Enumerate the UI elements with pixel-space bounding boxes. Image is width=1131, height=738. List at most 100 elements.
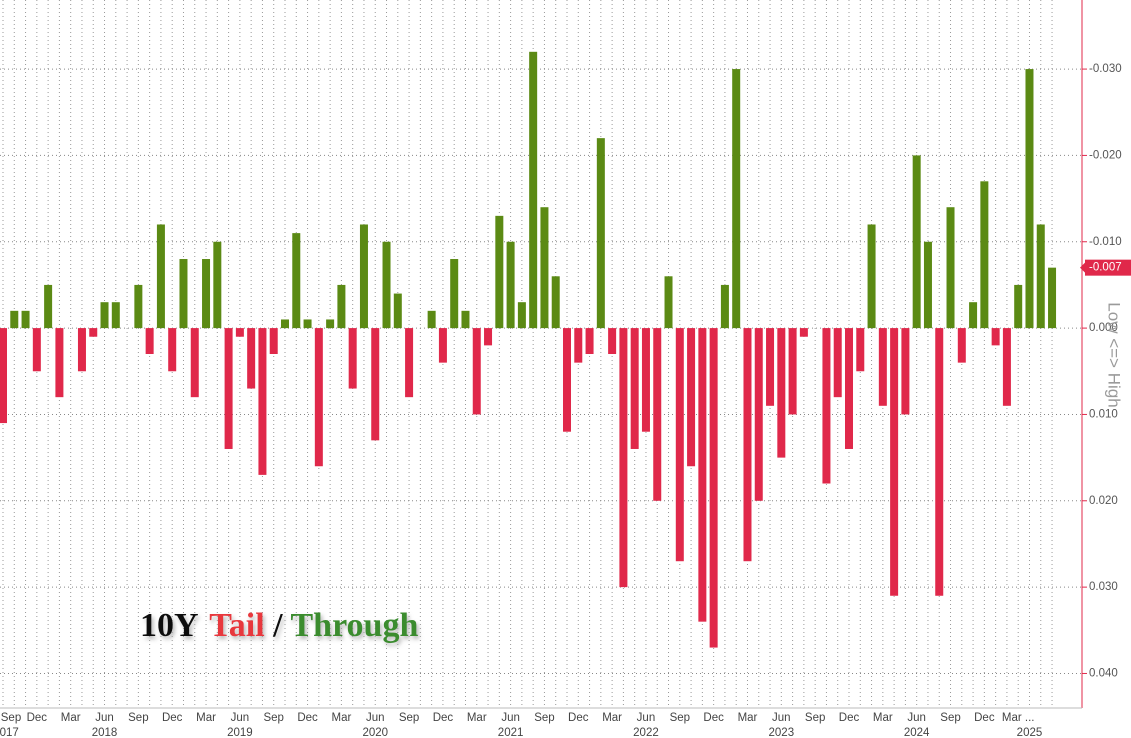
bar xyxy=(529,51,538,329)
legend-entry: Tail xyxy=(209,607,264,644)
bar xyxy=(10,310,19,329)
bar xyxy=(585,328,594,354)
y-tick-label: 0.040 xyxy=(1089,667,1118,679)
bar xyxy=(698,328,707,622)
bar xyxy=(156,224,165,329)
bar xyxy=(867,224,876,329)
x-year-label: 2023 xyxy=(769,727,795,738)
x-year-label: 2021 xyxy=(498,727,524,738)
x-tick-label: Jun xyxy=(95,712,114,724)
x-tick-label: Mar xyxy=(331,712,351,724)
bar xyxy=(946,207,955,329)
bar xyxy=(202,259,211,329)
x-tick-label: Jun xyxy=(907,712,926,724)
bar xyxy=(732,69,741,329)
bar xyxy=(540,207,549,329)
y-tick-label: 0.010 xyxy=(1089,408,1118,420)
bar xyxy=(337,284,346,329)
bar xyxy=(213,241,222,329)
bar xyxy=(359,224,368,329)
x-tick-label: Mar xyxy=(196,712,216,724)
bar xyxy=(32,328,41,372)
bar xyxy=(1036,224,1045,329)
bar xyxy=(100,302,109,329)
bar xyxy=(382,241,391,329)
bar xyxy=(21,310,30,329)
x-tick-label: Mar xyxy=(61,712,81,724)
bar xyxy=(44,284,53,329)
bar xyxy=(743,328,752,562)
bar xyxy=(495,215,504,329)
bar xyxy=(258,328,267,475)
x-tick-label: Sep xyxy=(670,712,690,724)
bar xyxy=(856,328,865,372)
bar xyxy=(675,328,684,562)
x-tick-label: Mar xyxy=(602,712,622,724)
bar xyxy=(923,241,932,329)
grid xyxy=(0,0,1082,708)
bar xyxy=(450,259,459,329)
bar xyxy=(371,328,380,441)
y-tick-label: 0.020 xyxy=(1089,495,1118,507)
bar xyxy=(0,328,7,424)
x-tick-label: Dec xyxy=(568,712,589,724)
bar xyxy=(89,328,98,337)
bar xyxy=(269,328,278,354)
x-tick-label: Jun xyxy=(231,712,250,724)
y-tick-label: -0.030 xyxy=(1089,63,1122,75)
legend: 10Y Tail / Through xyxy=(140,607,418,644)
bar xyxy=(506,241,515,329)
bar xyxy=(1048,267,1057,329)
x-tick-label: Jun xyxy=(366,712,385,724)
bar xyxy=(292,233,301,329)
bar xyxy=(461,310,470,329)
x-tick-label: Jun xyxy=(772,712,791,724)
bar xyxy=(393,293,402,329)
bar xyxy=(303,319,312,329)
bar xyxy=(799,328,808,337)
bar xyxy=(326,319,335,329)
x-tick-label: Sep xyxy=(805,712,825,724)
bar xyxy=(224,328,233,449)
bar xyxy=(168,328,177,372)
bar xyxy=(281,319,289,329)
bar xyxy=(235,328,244,337)
bar xyxy=(472,328,481,415)
bar xyxy=(427,310,436,329)
bar xyxy=(551,276,560,329)
x-tick-label: Sep xyxy=(1,712,21,724)
bar xyxy=(55,328,64,398)
x-tick-label: Mar xyxy=(873,712,893,724)
legend-separator: / xyxy=(272,607,283,644)
x-year-label: 2018 xyxy=(92,727,118,738)
bar xyxy=(766,328,775,406)
bar xyxy=(788,328,797,415)
bar xyxy=(935,328,944,596)
x-year-label: 2020 xyxy=(362,727,388,738)
x-year-label: 2025 xyxy=(1017,727,1043,738)
y-tick-label: 0.030 xyxy=(1089,581,1118,593)
bar xyxy=(664,276,673,329)
bar xyxy=(890,328,899,596)
bar xyxy=(754,328,763,501)
x-year-label: 2017 xyxy=(0,727,19,738)
bar xyxy=(901,328,910,415)
bar xyxy=(574,328,583,363)
x-tick-label: Dec xyxy=(162,712,183,724)
last-value-pointer xyxy=(1080,262,1085,273)
x-tick-label: Sep xyxy=(128,712,148,724)
bar xyxy=(405,328,414,398)
bar xyxy=(912,155,921,329)
bar xyxy=(247,328,256,389)
bar xyxy=(709,328,718,648)
y-tick-label: 0.000 xyxy=(1089,322,1118,334)
bar xyxy=(190,328,199,398)
x-year-label: 2022 xyxy=(633,727,659,738)
bar xyxy=(517,302,526,329)
bar xyxy=(845,328,853,449)
x-tick-label: Dec xyxy=(974,712,995,724)
bar xyxy=(957,328,966,363)
bar xyxy=(980,181,989,329)
bar xyxy=(1025,69,1034,329)
